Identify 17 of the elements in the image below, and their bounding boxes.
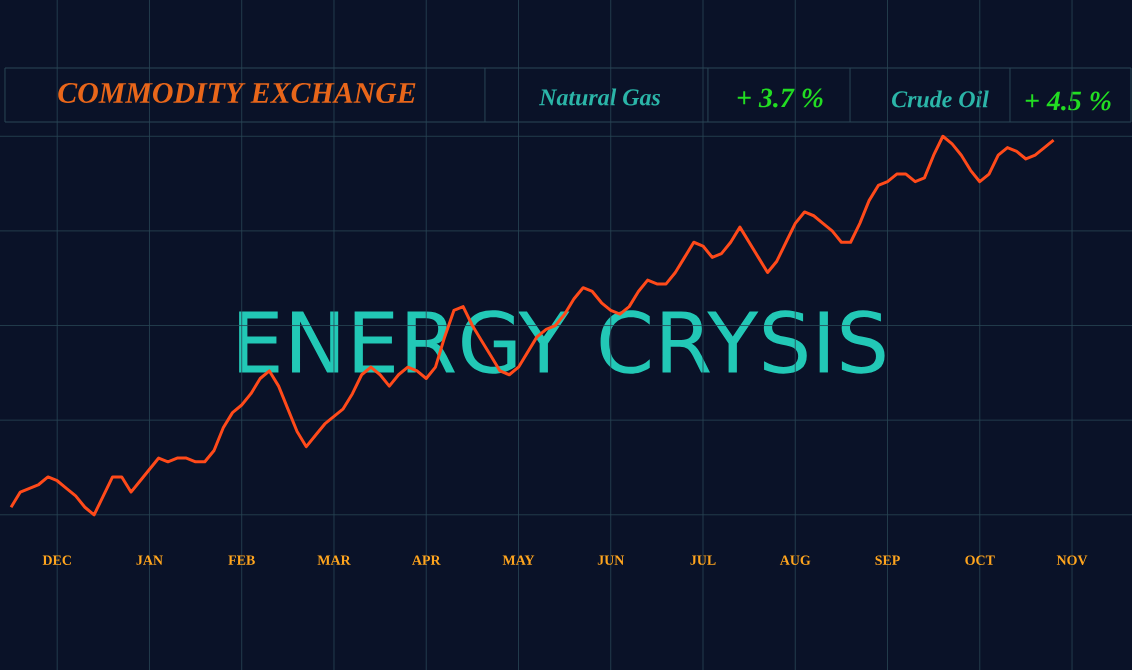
- x-tick-label: OCT: [965, 555, 995, 565]
- x-tick-label: JUN: [597, 555, 625, 565]
- x-tick-label: AUG: [779, 555, 811, 565]
- x-tick-label: FEB: [228, 555, 255, 565]
- x-tick-label: NOV: [1056, 555, 1088, 565]
- x-tick-label: MAY: [502, 555, 535, 565]
- text: + 3.7 %: [737, 88, 823, 108]
- x-tick-label: DEC: [42, 555, 71, 565]
- text: Natural Gas: [539, 88, 661, 106]
- x-tick-label: APR: [412, 555, 441, 565]
- x-tick-label: JUL: [690, 555, 716, 565]
- x-tick-label: SEP: [875, 555, 900, 565]
- x-tick-label: MAR: [317, 555, 351, 565]
- chart-title: COMMODITY EXCHANGE: [58, 82, 416, 104]
- x-tick-label: JAN: [136, 555, 163, 565]
- text: + 4.5 %: [1025, 91, 1111, 111]
- text: Crude Oil: [892, 90, 989, 108]
